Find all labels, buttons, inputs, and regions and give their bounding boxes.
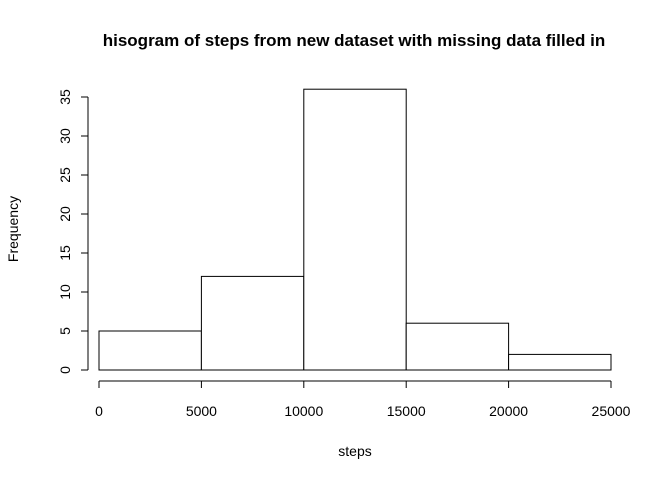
x-axis: 0 5000 10000 15000 20000 25000	[95, 380, 631, 419]
bar-5000-10000	[200, 275, 305, 371]
y-axis: 0 5 10 15 20 25 30 35	[57, 89, 89, 374]
chart-title: hisogram of steps from new dataset with …	[103, 31, 606, 50]
x-axis-label: steps	[338, 443, 371, 459]
bars-group	[98, 88, 612, 371]
bar-0-5000	[98, 330, 202, 371]
x-tick-label: 20000	[489, 403, 528, 419]
bar-10000-15000	[303, 88, 407, 371]
x-tick-label: 10000	[284, 403, 323, 419]
y-tick-label: 30	[57, 128, 73, 144]
x-tick-label: 0	[95, 403, 103, 419]
x-tick-label: 25000	[592, 403, 631, 419]
y-tick-label: 10	[57, 284, 73, 300]
y-tick-label: 15	[57, 245, 73, 261]
y-axis-label: Frequency	[5, 196, 21, 262]
x-tick-label: 5000	[186, 403, 217, 419]
bar-20000-25000	[508, 353, 612, 371]
y-tick-label: 0	[57, 366, 73, 374]
y-tick-label: 25	[57, 167, 73, 183]
bar-15000-20000	[405, 322, 510, 371]
y-tick-label: 5	[57, 327, 73, 335]
x-tick-label: 15000	[387, 403, 426, 419]
y-tick-label: 35	[57, 89, 73, 105]
y-tick-label: 20	[57, 206, 73, 222]
